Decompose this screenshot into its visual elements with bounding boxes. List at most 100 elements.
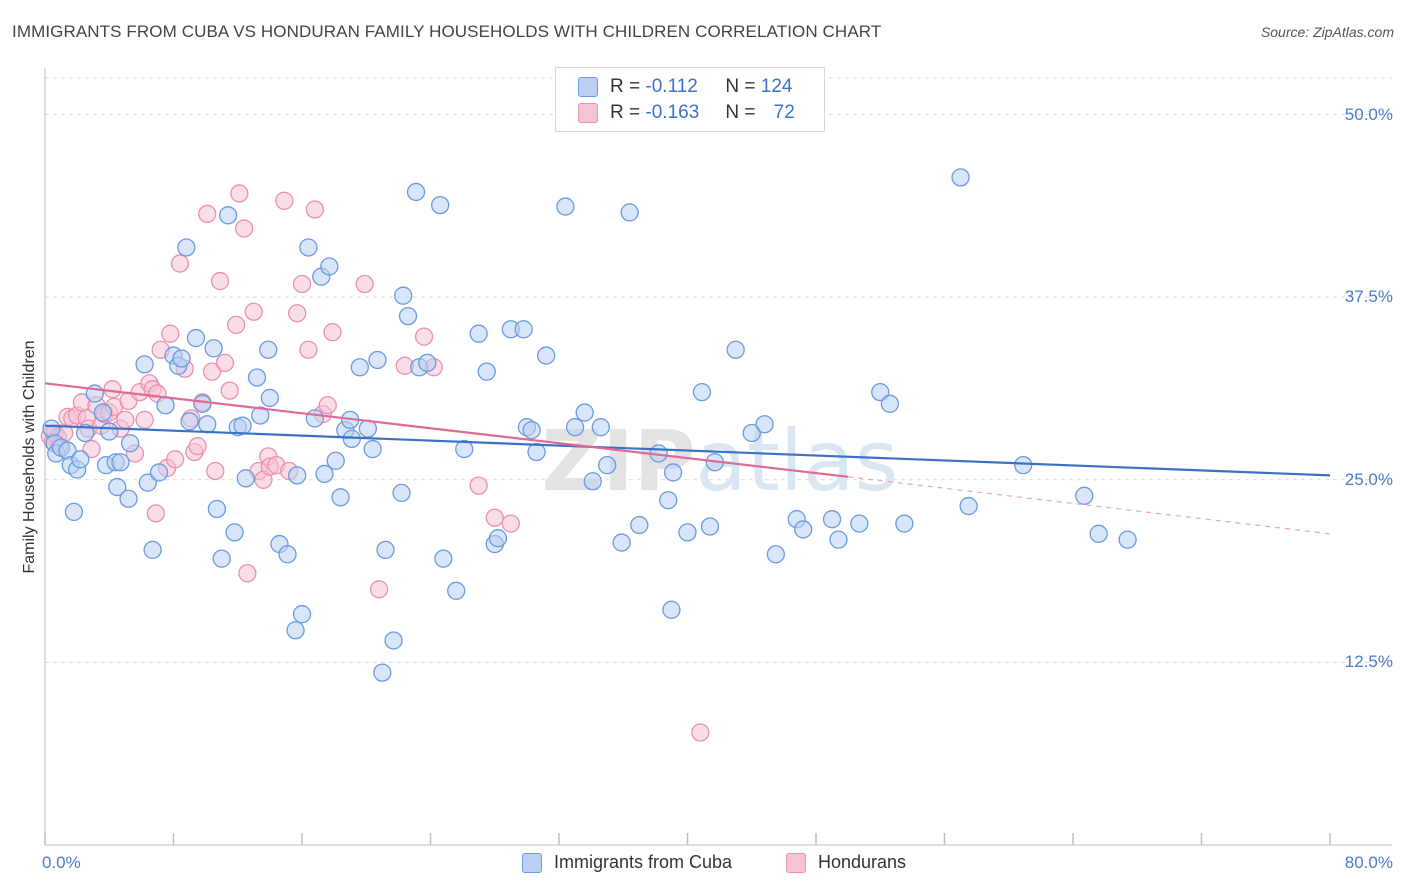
honduran-point	[135, 410, 154, 430]
cuba-point	[598, 456, 617, 475]
cuba-trend-line	[44, 424, 1331, 477]
cuba-point	[488, 529, 508, 548]
cuba-point	[305, 409, 325, 428]
cuba-point	[726, 340, 745, 359]
honduran-point	[210, 271, 230, 291]
cuba-point	[156, 396, 175, 415]
honduran-point	[323, 323, 342, 342]
cuba-point	[286, 621, 305, 640]
cuba-point	[251, 406, 270, 425]
cuba-point	[659, 491, 678, 510]
y-tick-label: 25.0%	[1344, 469, 1393, 489]
honduran-point	[469, 476, 488, 495]
source-label: Source: ZipAtlas.com	[1260, 24, 1394, 40]
honduran-point	[235, 219, 254, 238]
stats-legend: R = -0.112 N = 124 R = -0.163 N = 72	[555, 67, 825, 132]
honduran-point	[691, 723, 710, 742]
y-tick-label: 37.5%	[1344, 287, 1393, 307]
legend-swatch-pink	[578, 103, 598, 123]
cuba-point	[326, 451, 345, 470]
honduran-point	[501, 514, 520, 533]
honduran-point	[188, 437, 207, 456]
legend-row-cuba: R = -0.112 N = 124	[578, 76, 792, 98]
legend-r-label: R =	[610, 76, 641, 97]
cuba-point	[64, 502, 84, 522]
honduran-point	[288, 304, 307, 323]
cuba-point	[630, 515, 649, 535]
legend-series-name: Immigrants from Cuba	[554, 852, 733, 872]
cuba-point	[350, 358, 369, 377]
cuba-point	[204, 339, 223, 358]
cuba-point	[236, 469, 255, 488]
cuba-point	[565, 418, 585, 437]
cuba-point	[880, 394, 900, 413]
cuba-point	[376, 540, 395, 560]
honduran-point	[485, 508, 504, 527]
cuba-point	[198, 415, 217, 434]
honduran-point	[226, 315, 246, 335]
honduran-point	[238, 564, 257, 583]
cuba-point	[1118, 530, 1137, 549]
cuba-point	[1089, 524, 1108, 543]
honduran-point	[170, 254, 190, 273]
legend-row-hondurans: R = -0.163 N = 72	[578, 102, 795, 124]
honduran-point	[146, 504, 165, 523]
y-tick-label: 12.5%	[1344, 652, 1393, 672]
x-tick-label-min: 0.0%	[42, 853, 81, 872]
cuba-point	[583, 472, 602, 491]
honduran-point	[414, 327, 434, 346]
cuba-point	[850, 514, 869, 533]
cuba-point	[111, 453, 130, 472]
cuba-point	[692, 382, 712, 402]
cuba-point	[320, 257, 339, 276]
cuba-point	[766, 545, 785, 564]
cuba-point	[108, 477, 127, 497]
cuba-point	[212, 549, 231, 568]
honduran-point	[305, 200, 325, 219]
cuba-point	[794, 520, 813, 539]
cuba-point	[368, 350, 387, 370]
cuba-point	[135, 355, 154, 374]
cuba-point	[418, 353, 437, 373]
cuba-point	[527, 442, 546, 462]
honduran-point	[202, 362, 222, 381]
cuba-point	[331, 488, 350, 507]
cuba-point	[556, 197, 575, 216]
honduran-point	[299, 340, 318, 359]
honduran-point	[198, 204, 217, 224]
cuba-point	[829, 530, 848, 549]
cuba-point	[288, 466, 307, 485]
cuba-point	[373, 663, 392, 682]
honduran-point	[292, 274, 312, 294]
honduran-point	[318, 396, 337, 415]
honduran-point	[369, 580, 389, 599]
legend-r-value: -0.112	[645, 76, 698, 97]
cuba-point	[218, 206, 238, 225]
cuba-point	[100, 422, 119, 441]
cuba-point	[1075, 486, 1094, 505]
cuba-point	[384, 631, 403, 650]
cuba-point	[620, 203, 639, 222]
cuba-point	[143, 540, 162, 560]
cuba-point	[742, 423, 761, 443]
cuba-point	[278, 545, 297, 564]
bottom-legend-hondurans: Hondurans	[786, 852, 906, 873]
cuba-point	[678, 523, 697, 542]
cuba-point	[247, 368, 267, 387]
legend-n-value: 124	[760, 76, 793, 97]
cuba-point	[138, 473, 157, 492]
honduran-point	[161, 324, 180, 343]
legend-r-label: R =	[610, 102, 641, 123]
cuba-point	[951, 168, 970, 187]
cuba-point	[398, 306, 418, 326]
honduran-trend-line	[44, 382, 849, 478]
cuba-point	[662, 600, 681, 619]
cuba-point	[959, 496, 978, 516]
cuba-point	[71, 450, 90, 469]
cuba-point	[207, 499, 227, 519]
legend-n-value: 72	[773, 102, 795, 123]
x-tick-label-max: 80.0%	[1344, 853, 1393, 872]
cuba-point	[537, 346, 556, 365]
cuba-point	[434, 549, 453, 568]
